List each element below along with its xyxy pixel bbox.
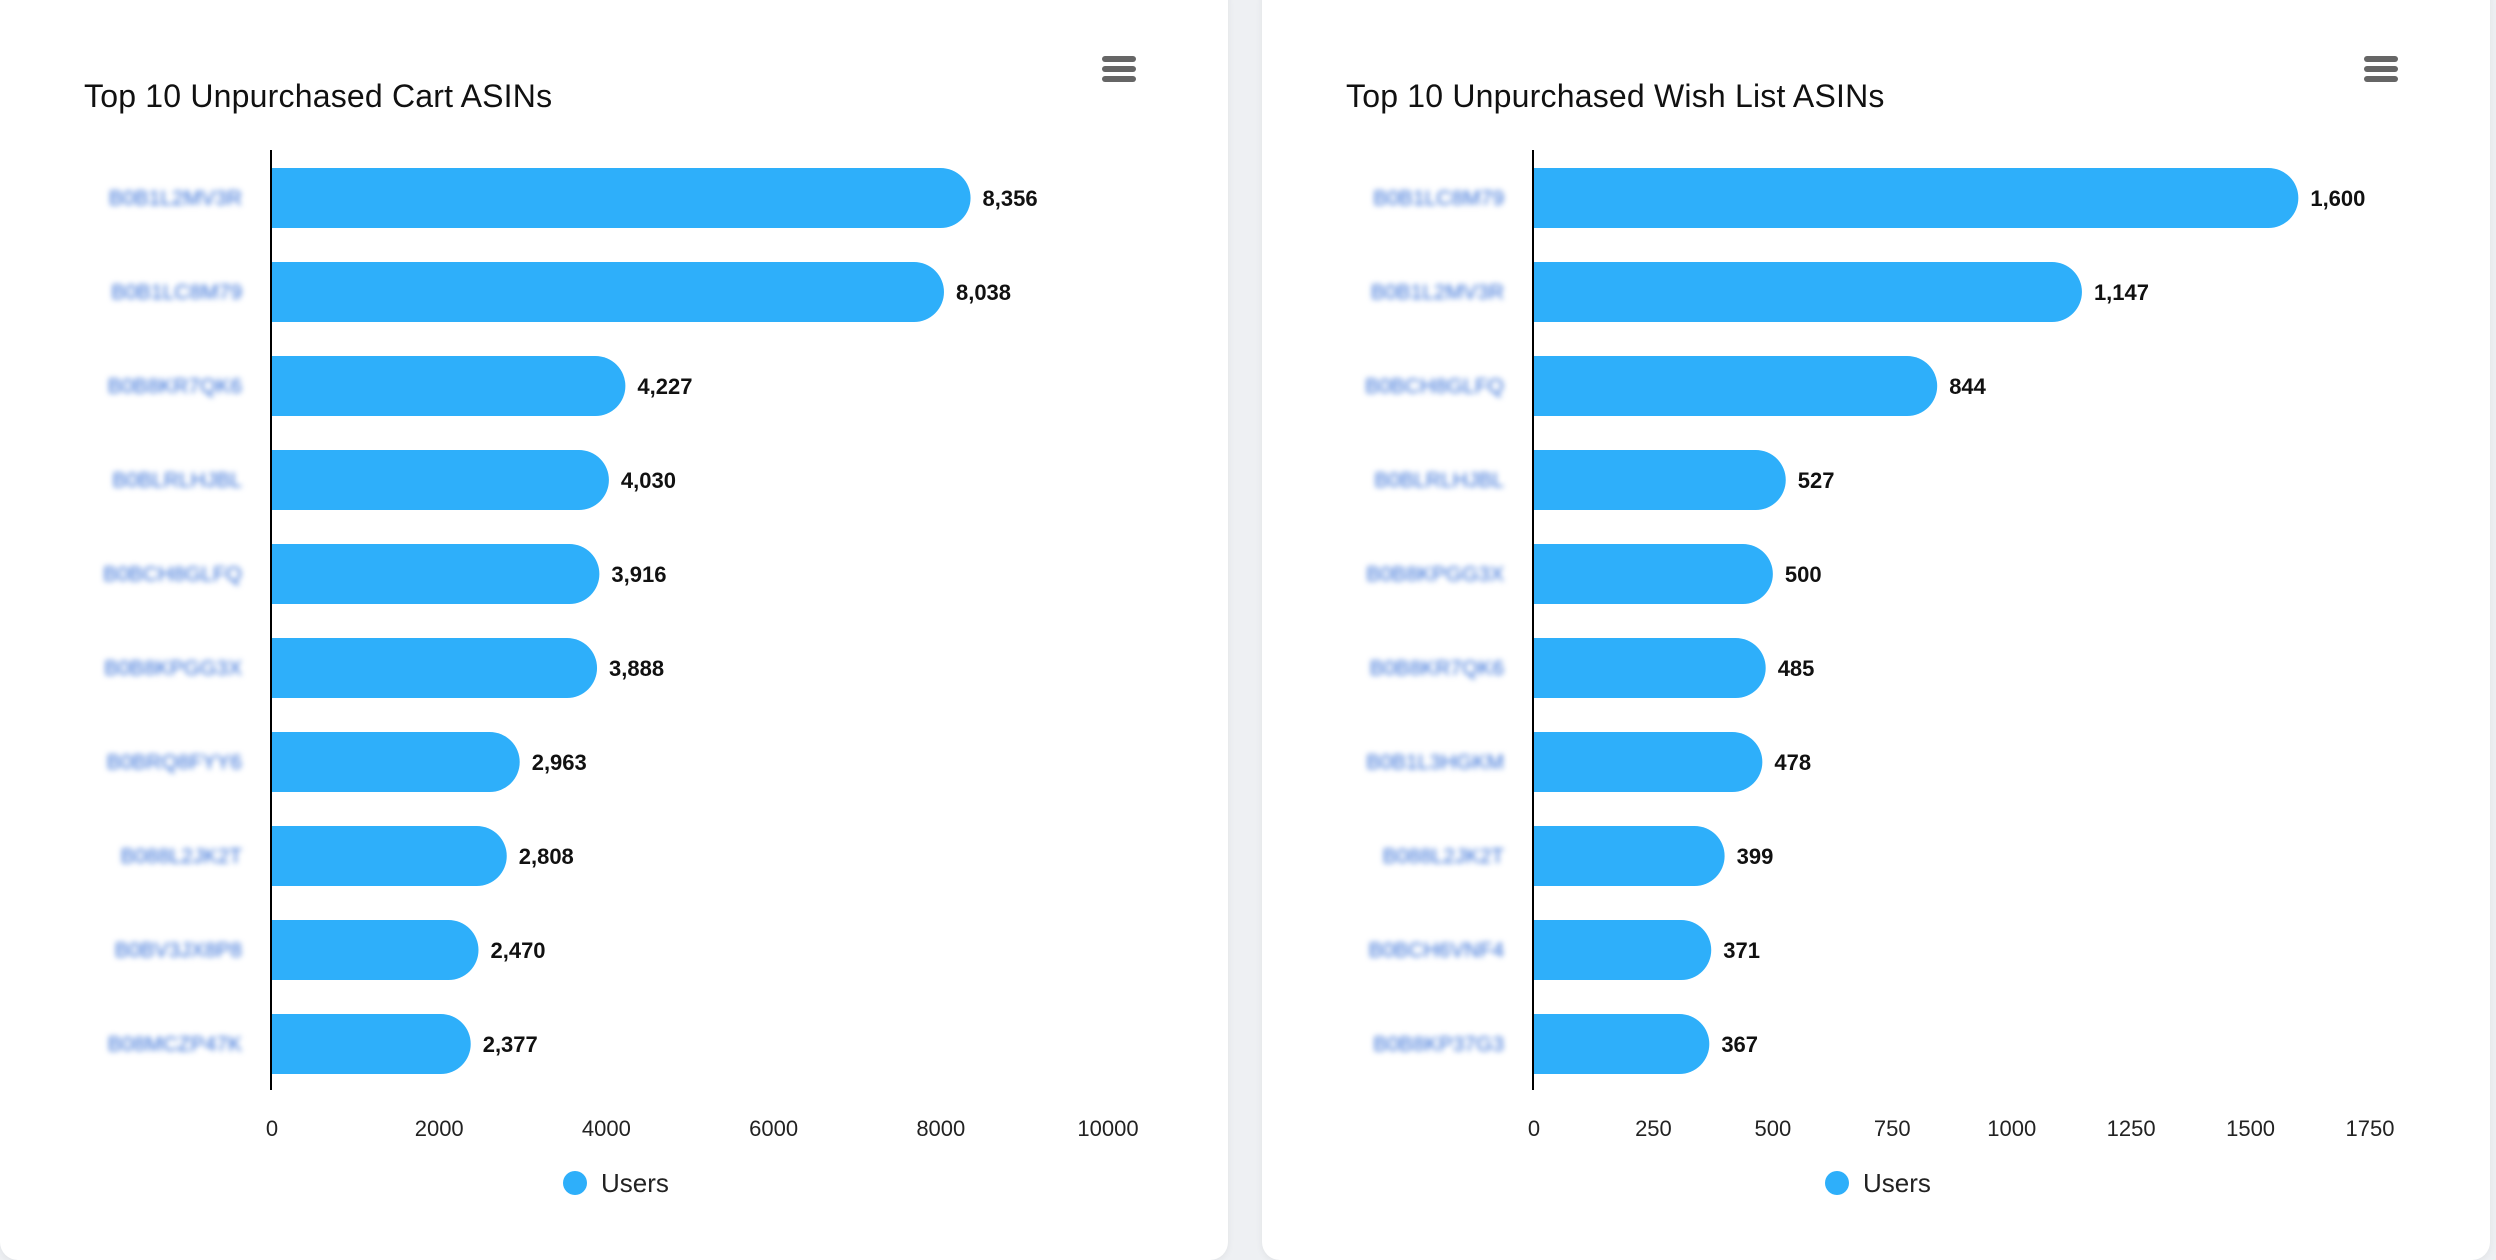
- category-label: B0B1L2MV3R: [1371, 281, 1504, 304]
- bar: [272, 544, 600, 604]
- bar: [272, 1014, 471, 1074]
- category-label: B0B1L2MV3R: [109, 187, 242, 210]
- bar: [272, 638, 598, 698]
- category-label: B0B1L3HGKM: [1366, 751, 1504, 774]
- bar: [272, 450, 609, 510]
- chart-title: Top 10 Unpurchased Cart ASINs: [84, 78, 553, 114]
- data-label: 3,888: [609, 656, 664, 681]
- data-label: 2,808: [519, 844, 574, 869]
- bar-chart-cart: 8,356 B0B1L2MV3R 8,038 B0B1LC8M79 4,227 B0B8K…: [103, 150, 1139, 1141]
- bar: [1534, 826, 1725, 886]
- bar: [272, 920, 479, 980]
- x-tick-label: 6000: [749, 1116, 798, 1141]
- data-label: 1,147: [2094, 280, 2149, 305]
- category-label: B0BV3JX8P8: [115, 939, 242, 962]
- bar: [272, 262, 944, 322]
- legend-item[interactable]: Users: [1825, 1163, 1931, 1203]
- x-tick-label: 0: [1528, 1116, 1540, 1141]
- data-label: 367: [1721, 1032, 1758, 1057]
- data-label: 2,963: [532, 750, 587, 775]
- data-label: 8,356: [983, 186, 1038, 211]
- bar: [1534, 544, 1773, 604]
- category-label: B0B8KR7QK6: [1370, 657, 1504, 680]
- bar: [272, 168, 971, 229]
- x-tick-label: 1500: [2226, 1116, 2275, 1141]
- legend-circle-icon: [1825, 1171, 1849, 1195]
- category-label: B0B1LC8M79: [111, 281, 242, 304]
- bar: [1534, 450, 1786, 510]
- data-label: 478: [1774, 750, 1811, 775]
- data-label: 527: [1798, 468, 1835, 493]
- data-label: 2,470: [490, 938, 545, 963]
- category-label: B0BRQ8FYY6: [107, 751, 242, 774]
- bar: [272, 356, 626, 416]
- bar-chart-wishlist: 1,600 B0B1LC8M79 1,147 B0B1L2MV3R 844 B0BCH8G…: [1365, 150, 2395, 1141]
- bar: [1534, 356, 1938, 416]
- category-label: B0B1LC8M79: [1373, 187, 1504, 210]
- chart-card-cart: Top 10 Unpurchased Cart ASINs 8,356 B0B1L…: [0, 0, 1228, 1260]
- bar: [272, 732, 520, 792]
- legend-item[interactable]: Users: [563, 1163, 669, 1203]
- x-tick-label: 10000: [1077, 1116, 1138, 1141]
- category-label: B0BLRLHJBL: [1374, 469, 1504, 492]
- bar: [1534, 1014, 1710, 1074]
- data-label: 4,227: [637, 374, 692, 399]
- bar: [1534, 920, 1712, 980]
- category-label: B0B8KPGG3X: [1366, 563, 1504, 586]
- category-label: B0BCH8GLFQ: [1365, 375, 1504, 398]
- hamburger-menu-icon[interactable]: [1102, 54, 1138, 86]
- category-label: B08MCZP47K: [108, 1033, 242, 1056]
- bar: [1534, 262, 2082, 322]
- data-label: 399: [1737, 844, 1774, 869]
- x-tick-label: 8000: [916, 1116, 965, 1141]
- x-tick-label: 1000: [1987, 1116, 2036, 1141]
- category-label: B0BLRLHJBL: [112, 469, 242, 492]
- category-label: B0BCH8GLFQ: [103, 563, 242, 586]
- chart-card-wishlist: Top 10 Unpurchased Wish List ASINs 1,600…: [1262, 0, 2490, 1260]
- hamburger-menu-icon[interactable]: [2364, 54, 2400, 86]
- data-label: 4,030: [621, 468, 676, 493]
- bar: [272, 826, 507, 886]
- category-label: B0BCH6VNF4: [1369, 939, 1505, 962]
- x-tick-label: 4000: [582, 1116, 631, 1141]
- x-tick-label: 500: [1754, 1116, 1791, 1141]
- category-label: B0B8KP37G3: [1373, 1033, 1504, 1056]
- bar: [1534, 168, 2299, 229]
- data-label: 485: [1778, 656, 1815, 681]
- data-label: 500: [1785, 562, 1822, 587]
- data-label: 1,600: [2310, 186, 2365, 211]
- category-label: B0B8KPGG3X: [104, 657, 242, 680]
- x-tick-label: 1250: [2107, 1116, 2156, 1141]
- category-label: B088L2JK2T: [121, 845, 243, 868]
- x-tick-label: 0: [266, 1116, 278, 1141]
- data-label: 2,377: [483, 1032, 538, 1057]
- category-label: B0B8KR7QK6: [108, 375, 242, 398]
- x-tick-label: 2000: [415, 1116, 464, 1141]
- x-tick-label: 750: [1874, 1116, 1911, 1141]
- data-label: 3,916: [611, 562, 666, 587]
- legend-label: Users: [1863, 1167, 1931, 1198]
- legend-circle-icon: [563, 1171, 587, 1195]
- x-tick-label: 1750: [2346, 1116, 2395, 1141]
- x-tick-label: 250: [1635, 1116, 1672, 1141]
- category-label: B088L2JK2T: [1383, 845, 1505, 868]
- data-label: 8,038: [956, 280, 1011, 305]
- bar: [1534, 732, 1763, 792]
- chart-title: Top 10 Unpurchased Wish List ASINs: [1346, 78, 1885, 114]
- bar: [1534, 638, 1766, 698]
- legend-label: Users: [601, 1167, 669, 1198]
- data-label: 371: [1723, 938, 1760, 963]
- data-label: 844: [1949, 374, 1986, 399]
